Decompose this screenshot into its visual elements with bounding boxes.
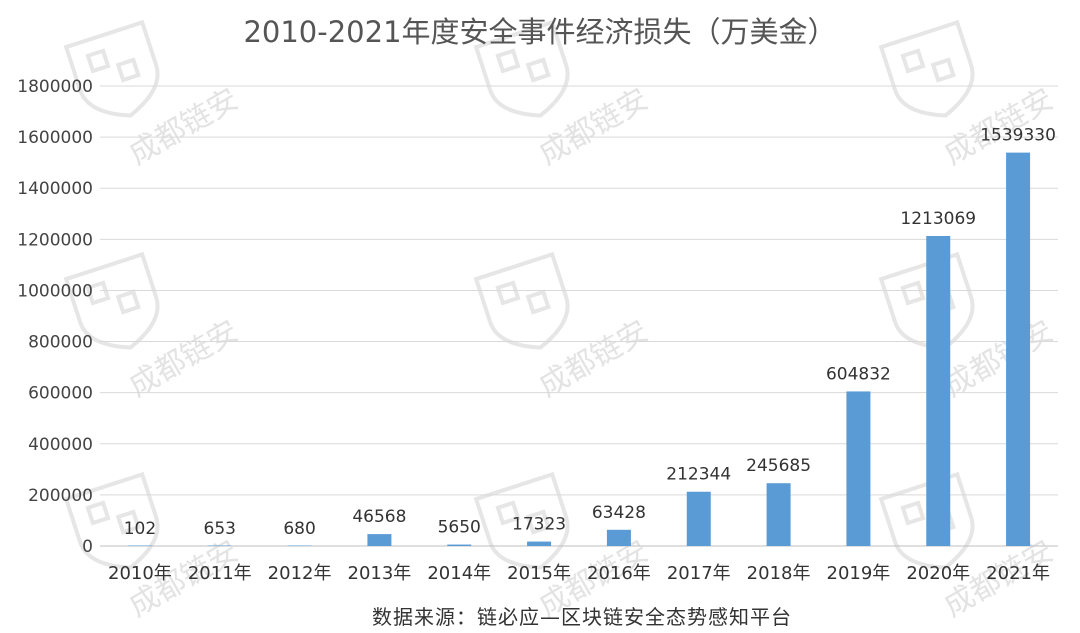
y-tick-label: 1400000 (17, 179, 93, 199)
watermark-logo: 成都链安 (473, 251, 654, 404)
data-label: 102 (124, 519, 156, 539)
bar (1006, 152, 1031, 546)
bars (127, 152, 1031, 547)
data-labels: 102 653 680 46568 5650 17323 63428 212344 245685… (124, 126, 1056, 539)
x-tick-label: 2017年 (667, 563, 731, 584)
watermark-logo: 成都链安 (878, 471, 1059, 624)
chart-title: 2010-2021年度安全事件经济损失（万美金） (243, 15, 836, 49)
x-axis-ticks: 2010年 2011年 2012年 2013年 2014年 2015年 2016年 2017年… (108, 563, 1050, 584)
data-label: 212344 (666, 465, 731, 485)
x-tick-label: 2021年 (986, 563, 1050, 584)
data-label: 604832 (826, 364, 891, 384)
bar (287, 545, 312, 546)
watermark-logo: 成都链安 (63, 19, 244, 172)
x-tick-label: 2012年 (268, 563, 332, 584)
data-label: 5650 (438, 518, 481, 538)
bar (846, 391, 871, 546)
y-tick-label: 1600000 (17, 128, 93, 148)
y-tick-label: 0 (82, 537, 93, 557)
x-tick-label: 2013年 (348, 563, 412, 584)
watermark-text: 成都链安 (123, 82, 244, 172)
watermark-logo: 成都链安 (878, 251, 1059, 404)
gridlines (100, 85, 1058, 547)
x-tick-label: 2019年 (827, 563, 891, 584)
y-tick-label: 800000 (28, 333, 93, 353)
data-label: 680 (283, 519, 315, 539)
data-label: 653 (204, 519, 236, 539)
bar (127, 545, 152, 546)
y-axis-ticks: 0 200000 400000 600000 800000 1000000 1200000 1… (17, 77, 93, 557)
x-tick-label: 2014年 (427, 563, 491, 584)
y-tick-label: 1200000 (17, 230, 93, 250)
data-label: 245685 (746, 456, 811, 476)
watermark-logo: 成都链安 (63, 251, 244, 404)
bar (367, 534, 392, 546)
watermark-text: 成都链安 (123, 314, 244, 404)
x-tick-label: 2015年 (507, 563, 571, 584)
bar (447, 544, 472, 546)
x-tick-label: 2010年 (108, 563, 172, 584)
x-tick-label: 2018年 (747, 563, 811, 584)
bar (926, 235, 951, 547)
y-tick-label: 200000 (28, 486, 93, 506)
watermark-logo: 成都链安 (63, 471, 244, 624)
bar (527, 541, 552, 546)
watermark-logo: 成都链安 (878, 19, 1059, 172)
watermark-text: 成都链安 (938, 314, 1059, 404)
watermark-text: 成都链安 (533, 314, 654, 404)
watermark-text: 成都链安 (533, 82, 654, 172)
bar (207, 545, 232, 546)
data-label: 17323 (512, 515, 566, 535)
bar (766, 483, 791, 546)
y-tick-label: 600000 (28, 384, 93, 404)
y-tick-label: 1000000 (17, 281, 93, 301)
data-label: 63428 (592, 503, 646, 523)
y-tick-label: 400000 (28, 435, 93, 455)
data-label: 1539330 (980, 126, 1056, 146)
data-label: 46568 (352, 507, 406, 527)
watermark-logo: 成都链安 (473, 471, 654, 624)
x-tick-label: 2011年 (188, 563, 252, 584)
source-note: 数据来源：链必应—区块链安全态势感知平台 (372, 605, 792, 629)
x-tick-label: 2020年 (906, 563, 970, 584)
x-tick-label: 2016年 (587, 563, 651, 584)
bar (686, 491, 711, 546)
bar (606, 529, 631, 546)
data-label: 1213069 (900, 209, 976, 229)
y-tick-label: 1800000 (17, 77, 93, 97)
